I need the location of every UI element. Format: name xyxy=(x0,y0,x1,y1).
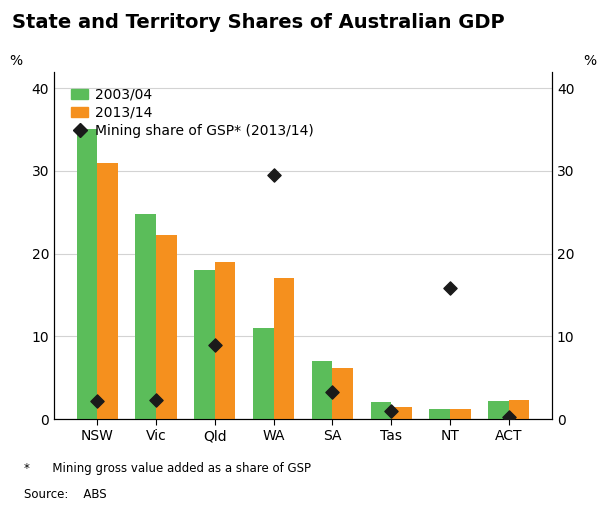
Point xyxy=(445,284,455,292)
Legend: 2003/04, 2013/14, Mining share of GSP* (2013/14): 2003/04, 2013/14, Mining share of GSP* (… xyxy=(66,82,319,144)
Point xyxy=(328,388,337,396)
Point xyxy=(92,397,102,405)
Bar xyxy=(77,129,97,419)
Bar xyxy=(274,278,294,419)
Bar xyxy=(136,214,156,419)
Bar xyxy=(450,409,470,419)
Bar xyxy=(332,368,353,419)
Bar xyxy=(312,361,332,419)
Bar xyxy=(430,409,450,419)
Point xyxy=(210,340,220,349)
Bar xyxy=(253,328,274,419)
Bar xyxy=(156,236,176,419)
Point xyxy=(269,171,278,179)
Bar xyxy=(371,403,391,419)
Bar xyxy=(509,400,529,419)
Bar xyxy=(215,262,235,419)
Text: %: % xyxy=(584,54,597,68)
Bar xyxy=(97,162,118,419)
Point xyxy=(386,407,396,415)
Bar xyxy=(391,407,412,419)
Text: Source:    ABS: Source: ABS xyxy=(24,488,107,501)
Bar xyxy=(488,401,509,419)
Text: %: % xyxy=(9,54,22,68)
Text: State and Territory Shares of Australian GDP: State and Territory Shares of Australian… xyxy=(12,13,505,32)
Point xyxy=(504,413,514,422)
Point xyxy=(151,396,161,404)
Text: *      Mining gross value added as a share of GSP: * Mining gross value added as a share of… xyxy=(24,462,311,475)
Bar xyxy=(194,270,215,419)
